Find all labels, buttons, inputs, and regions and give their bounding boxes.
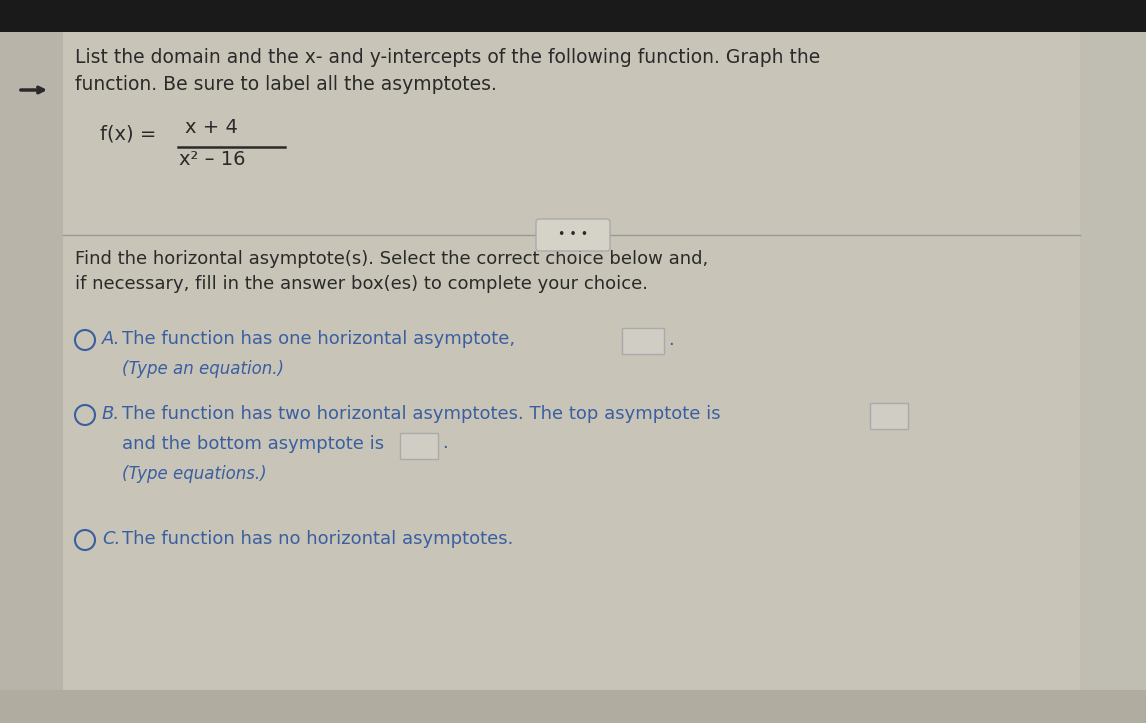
Text: List the domain and the x- and y-intercepts of the following function. Graph the: List the domain and the x- and y-interce… — [74, 48, 821, 67]
FancyBboxPatch shape — [622, 328, 664, 354]
Text: (Type equations.): (Type equations.) — [121, 465, 267, 483]
FancyBboxPatch shape — [0, 690, 1146, 723]
FancyBboxPatch shape — [0, 0, 1146, 32]
FancyBboxPatch shape — [536, 219, 610, 251]
Text: Find the horizontal asymptote(s). Select the correct choice below and,: Find the horizontal asymptote(s). Select… — [74, 250, 708, 268]
Text: (Type an equation.): (Type an equation.) — [121, 360, 284, 378]
FancyBboxPatch shape — [0, 0, 63, 723]
Text: .: . — [668, 331, 674, 349]
Text: .: . — [442, 434, 448, 452]
FancyBboxPatch shape — [400, 433, 438, 459]
Text: • • •: • • • — [558, 228, 588, 241]
FancyBboxPatch shape — [1080, 32, 1146, 723]
Text: x + 4: x + 4 — [185, 118, 238, 137]
Text: The function has one horizontal asymptote,: The function has one horizontal asymptot… — [121, 330, 515, 348]
Text: The function has two horizontal asymptotes. The top asymptote is: The function has two horizontal asymptot… — [121, 405, 721, 423]
Text: C.: C. — [102, 530, 120, 548]
Text: function. Be sure to label all the asymptotes.: function. Be sure to label all the asymp… — [74, 75, 497, 94]
Text: x² – 16: x² – 16 — [179, 150, 245, 169]
Text: and the bottom asymptote is: and the bottom asymptote is — [121, 435, 384, 453]
Text: A.: A. — [102, 330, 120, 348]
Text: f(x) =: f(x) = — [100, 125, 156, 144]
Text: The function has no horizontal asymptotes.: The function has no horizontal asymptote… — [121, 530, 513, 548]
FancyBboxPatch shape — [870, 403, 908, 429]
Text: if necessary, fill in the answer box(es) to complete your choice.: if necessary, fill in the answer box(es)… — [74, 275, 647, 293]
Text: B.: B. — [102, 405, 120, 423]
